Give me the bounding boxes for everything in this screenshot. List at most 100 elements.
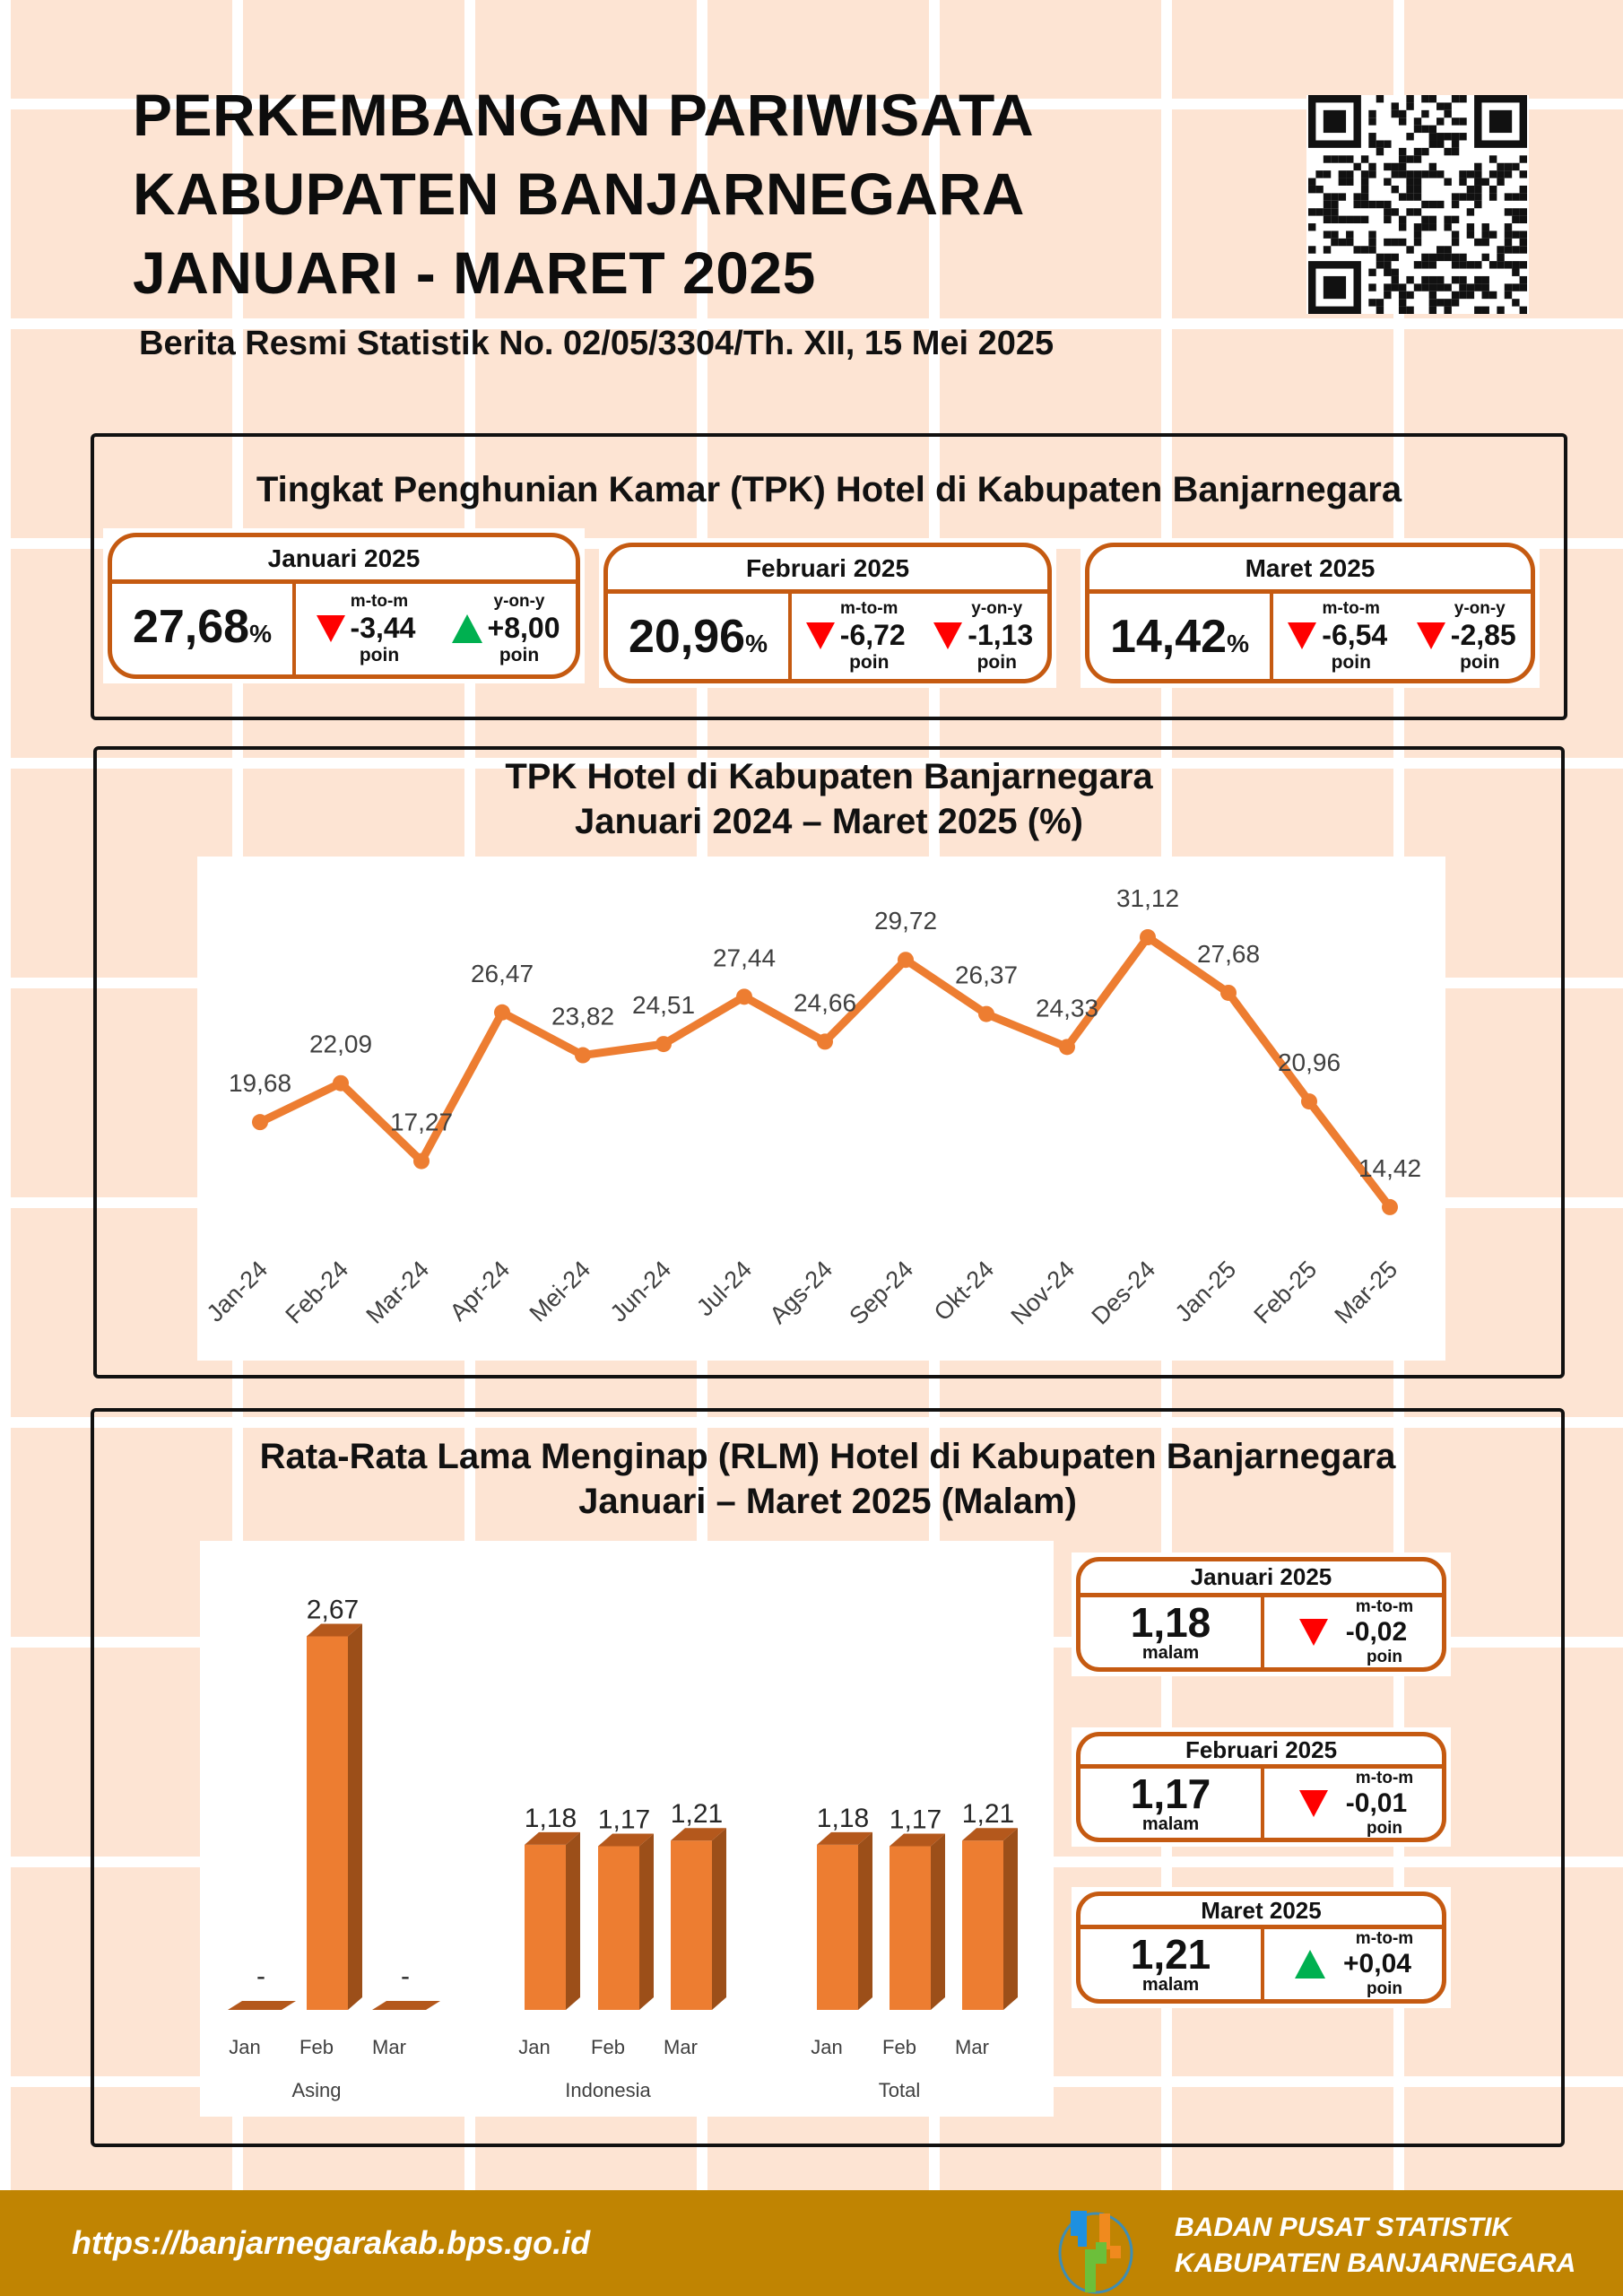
rlm-value-number: 1,21: [1130, 1930, 1211, 1978]
tpk-mtm-label: m-to-m: [1322, 599, 1380, 618]
qr-code-icon[interactable]: [1306, 94, 1529, 314]
tpk-data-point: [494, 1004, 510, 1021]
rlm-mtm-row: +0,04: [1295, 1949, 1411, 1979]
rlm-bar-side: [858, 1831, 872, 2010]
rlm-title-line-2: Januari – Maret 2025 (Malam): [578, 1482, 1077, 1521]
tpk-yoy-label: y-on-y: [1454, 599, 1506, 618]
tpk-chart-panel: TPK Hotel di Kabupaten Banjarnegara Janu…: [93, 746, 1565, 1378]
tpk-data-point: [736, 988, 752, 1005]
tpk-yoy-change: y-on-y +8,00 poin: [436, 584, 576, 674]
rlm-mtm-value: +0,04: [1343, 1949, 1411, 1979]
tpk-x-tick-label: Jul-24: [691, 1256, 757, 1321]
tpk-x-tick-label: Jan-25: [1170, 1256, 1242, 1327]
tpk-x-tick-label: Apr-24: [445, 1256, 516, 1326]
rlm-bar-label: 1,18: [525, 1804, 577, 1833]
rlm-card-month: Maret 2025: [1081, 1896, 1442, 1929]
rlm-bar-side: [566, 1831, 580, 2010]
footer-org-line-2: KABUPATEN BANJARNEGARA: [1175, 2248, 1576, 2278]
tpk-mtm-row: -3,44: [316, 612, 416, 645]
tpk-yoy-change: y-on-y -2,85 poin: [1402, 594, 1532, 679]
rlm-mtm-value: -0,01: [1345, 1788, 1408, 1818]
rlm-month-label: Jan: [518, 2036, 550, 2058]
tpk-data-point: [252, 1114, 268, 1131]
rlm-bar-side: [348, 1623, 362, 2010]
rlm-value-unit: malam: [1141, 1974, 1200, 1995]
tpk-data-point: [1140, 929, 1156, 945]
tpk-x-tick-label: Mar-24: [361, 1256, 435, 1329]
tpk-card-month: Januari 2025: [112, 537, 576, 584]
rlm-month-label: Mar: [955, 2036, 989, 2058]
tpk-data-label: 14,42: [1358, 1154, 1421, 1182]
tpk-mtm-value: -3,44: [350, 612, 416, 644]
tpk-x-tick-label: Jan-24: [202, 1256, 273, 1327]
tpk-x-tick-label: Nov-24: [1005, 1256, 1080, 1330]
tpk-value-number: 20,96: [628, 611, 746, 663]
tpk-data-label: 27,68: [1197, 940, 1260, 968]
tpk-yoy-label: y-on-y: [493, 592, 545, 611]
tpk-yoy-value: -2,85: [1450, 619, 1516, 651]
tpk-data-label: 24,51: [632, 991, 695, 1019]
rlm-month-label: Feb: [591, 2036, 625, 2058]
tpk-x-tick-label: Mar-25: [1330, 1256, 1403, 1329]
rlm-bar-chart: - Jan 2,67 Feb - Mar Asing 1,18 Jan 1,17 Feb 1,21 Ma…: [200, 1541, 1054, 2117]
rlm-mtm-change: m-to-m +0,04 poin: [1264, 1929, 1442, 1999]
rlm-mtm-value: -0,02: [1345, 1617, 1408, 1647]
tpk-data-label: 27,44: [713, 944, 776, 971]
tpk-summary-panel: Tingkat Penghunian Kamar (TPK) Hotel di …: [91, 433, 1567, 720]
tpk-yoy-label: y-on-y: [971, 599, 1023, 618]
tpk-value-unit: %: [1227, 630, 1250, 657]
rlm-mtm-poin: poin: [1366, 1648, 1403, 1666]
tpk-x-tick-label: Okt-24: [929, 1256, 1000, 1326]
rlm-group-label: Indonesia: [565, 2079, 651, 2101]
tpk-yoy-change: y-on-y -1,13 poin: [920, 594, 1048, 679]
tpk-x-tick-label: Mei-24: [525, 1256, 596, 1327]
arrow-down-icon: [316, 614, 345, 642]
rlm-panel: Rata-Rata Lama Menginap (RLM) Hotel di K…: [91, 1408, 1565, 2147]
rlm-bar-label: 1,17: [890, 1805, 942, 1834]
page-title-line-1: PERKEMBANGAN PARIWISATA: [133, 82, 1035, 148]
rlm-value-number: 1,18: [1130, 1598, 1211, 1646]
tpk-mtm-poin: poin: [359, 645, 400, 665]
tpk-value-unit: %: [249, 620, 273, 648]
rlm-title-line-1: Rata-Rata Lama Menginap (RLM) Hotel di K…: [259, 1437, 1396, 1476]
tpk-card: Januari 2025 27,68% m-to-m -3,44 poin y-on-y +…: [103, 528, 585, 683]
footer-bar: https://banjarnegarakab.bps.go.id BADAN …: [0, 2190, 1623, 2296]
tpk-data-label: 24,66: [794, 988, 856, 1016]
rlm-mtm-label: m-to-m: [1355, 1769, 1414, 1787]
tpk-yoy-value: -1,13: [968, 619, 1034, 651]
rlm-card-body: 1,21 malam m-to-m +0,04 poin: [1081, 1929, 1442, 1999]
tpk-summary-title: Tingkat Penghunian Kamar (TPK) Hotel di …: [256, 470, 1402, 509]
tpk-card-frame: Februari 2025 20,96% m-to-m -6,72 poin y-on-y…: [603, 543, 1052, 683]
rlm-mtm-row: -0,01: [1298, 1788, 1408, 1819]
rlm-bar: [817, 1844, 858, 2010]
rlm-mtm-change: m-to-m -0,01 poin: [1264, 1769, 1442, 1838]
rlm-mtm-label: m-to-m: [1355, 1929, 1414, 1948]
arrow-down-icon: [1298, 1790, 1328, 1817]
tpk-mtm-change: m-to-m -6,54 poin: [1273, 594, 1402, 679]
footer-url-link[interactable]: https://banjarnegarakab.bps.go.id: [72, 2224, 591, 2261]
tpk-value-number: 27,68: [132, 601, 250, 653]
tpk-mtm-poin: poin: [849, 652, 890, 673]
tpk-card-month: Maret 2025: [1089, 547, 1531, 594]
tpk-data-point: [575, 1047, 591, 1064]
tpk-data-point: [1382, 1198, 1398, 1215]
tpk-x-tick-label: Feb-24: [281, 1256, 354, 1329]
arrow-down-icon: [805, 622, 835, 649]
tpk-data-label: 19,68: [229, 1069, 291, 1097]
rlm-month-label: Jan: [229, 2036, 260, 2058]
tpk-data-label: 26,47: [471, 960, 534, 987]
tpk-data-point: [978, 1005, 994, 1022]
rlm-bar-side: [712, 1828, 726, 2010]
rlm-card-month: Januari 2025: [1081, 1561, 1442, 1597]
tpk-mtm-value: -6,72: [839, 619, 906, 651]
arrow-down-icon: [1416, 622, 1445, 649]
tpk-data-point: [817, 1033, 833, 1050]
rlm-value-number: 1,17: [1130, 1770, 1211, 1817]
tpk-mtm-poin: poin: [1331, 652, 1371, 673]
rlm-month-label: Mar: [664, 2036, 698, 2058]
rlm-bar-side: [639, 1833, 654, 2010]
rlm-month-label: Jan: [811, 2036, 842, 2058]
arrow-down-icon: [1298, 1619, 1328, 1646]
tpk-card-month: Februari 2025: [608, 547, 1047, 594]
rlm-bar: [525, 1844, 566, 2010]
